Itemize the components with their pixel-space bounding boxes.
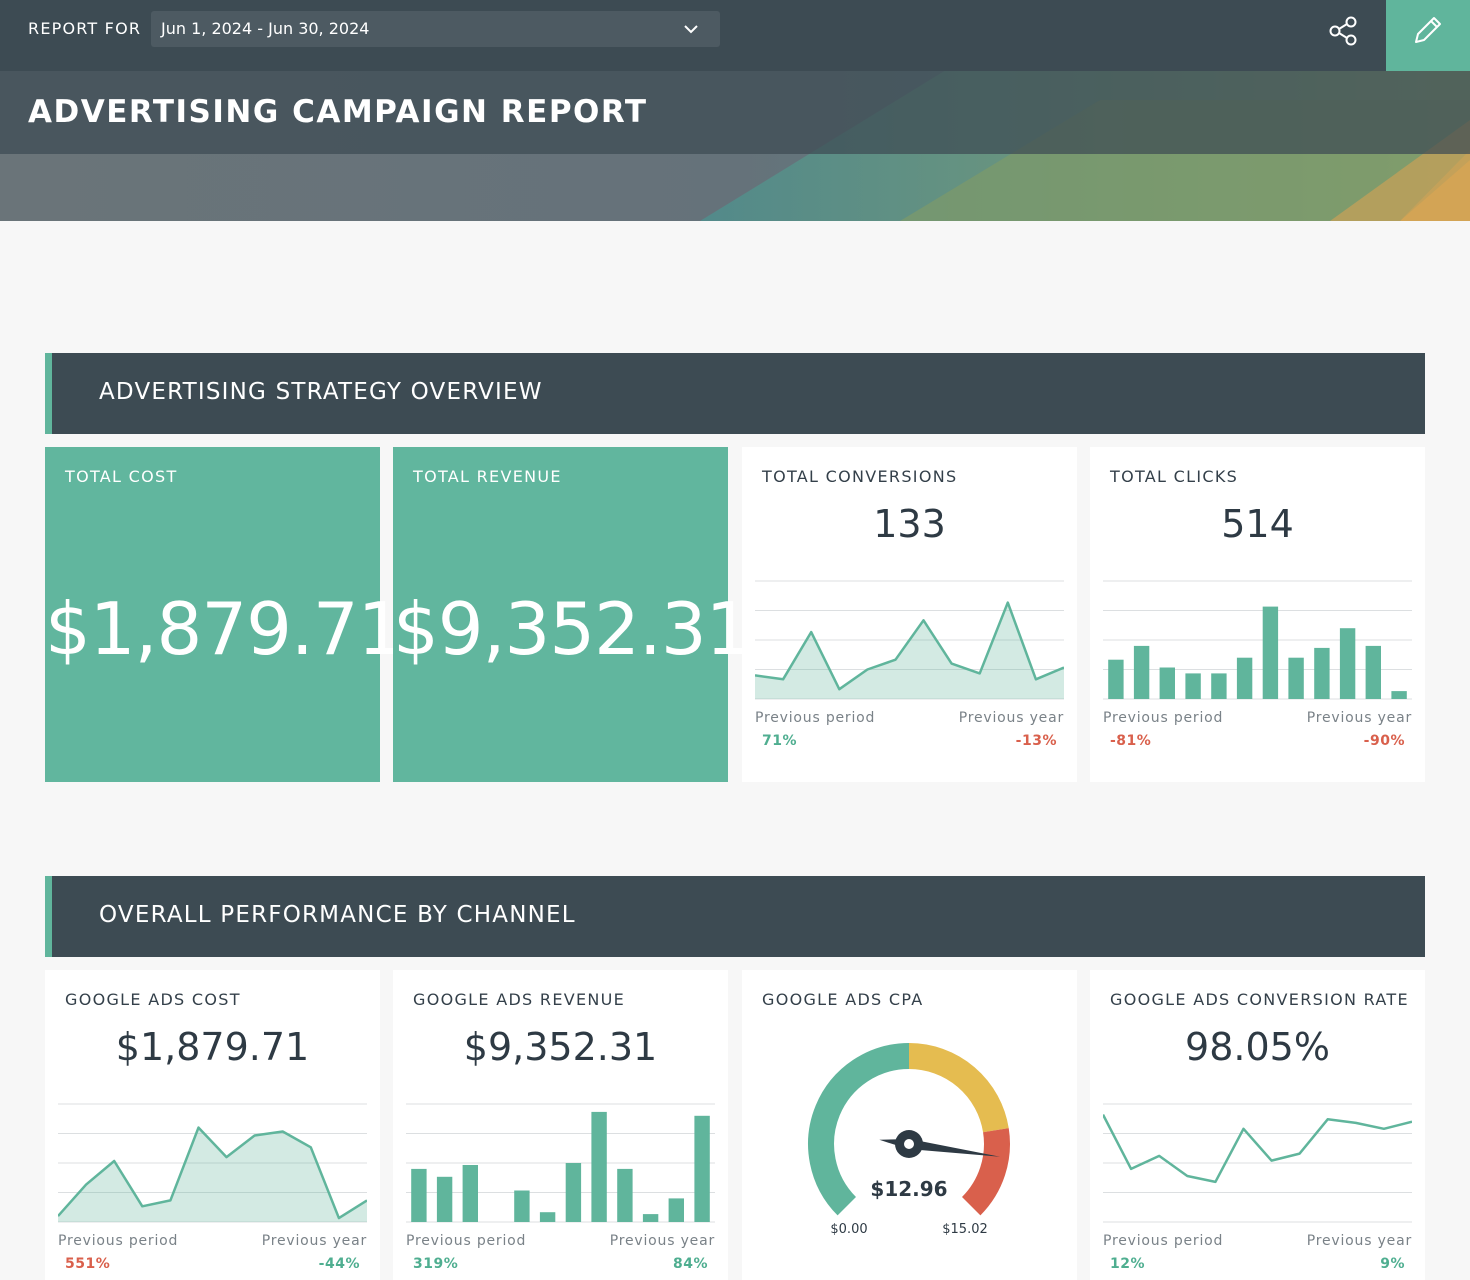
previous-year-change: 9% bbox=[1380, 1256, 1405, 1272]
report-header: REPORT FOR Jun 1, 2024 - Jun 30, 2024 AD… bbox=[0, 0, 1470, 221]
chart-bar bbox=[591, 1111, 607, 1222]
section-header-channel: OVERALL PERFORMANCE BY CHANNEL bbox=[45, 876, 1425, 957]
total-cost-card: TOTAL COST $1,879.71 bbox=[45, 447, 403, 782]
previous-period-label: Previous period bbox=[755, 710, 876, 726]
card-label: GOOGLE ADS COST bbox=[65, 990, 241, 1009]
share-icon bbox=[1329, 16, 1357, 46]
section-title: ADVERTISING STRATEGY OVERVIEW bbox=[99, 379, 543, 405]
chart-bar bbox=[1288, 657, 1304, 699]
card-label: TOTAL REVENUE bbox=[413, 467, 562, 486]
date-range-dropdown[interactable]: Jun 1, 2024 - Jun 30, 2024 bbox=[151, 11, 720, 47]
pencil-icon bbox=[1415, 17, 1441, 43]
ads-cost-sparkline bbox=[58, 1103, 367, 1223]
previous-year-change: -44% bbox=[318, 1256, 360, 1272]
chart-bar bbox=[1133, 645, 1150, 699]
gauge-min-label: $0.00 bbox=[830, 1222, 867, 1237]
previous-year-label: Previous year bbox=[958, 710, 1064, 726]
cpa-gauge: $12.96 $0.00 $15.02 bbox=[808, 1043, 1010, 1237]
report-title: ADVERTISING CAMPAIGN REPORT bbox=[28, 94, 648, 130]
chart-bar bbox=[1159, 667, 1175, 699]
report-for-label: REPORT FOR bbox=[28, 19, 142, 38]
total-cost-value: $1,879.71 bbox=[45, 587, 403, 671]
chart-bar bbox=[436, 1176, 453, 1222]
previous-year-change: -13% bbox=[1015, 733, 1057, 749]
card-label: GOOGLE ADS REVENUE bbox=[413, 990, 626, 1009]
edit-button[interactable] bbox=[1386, 0, 1470, 71]
gauge-band bbox=[908, 1043, 1009, 1133]
chart-bar bbox=[1108, 659, 1124, 699]
chart-bar bbox=[694, 1115, 710, 1222]
gauge-hub-center bbox=[904, 1139, 914, 1149]
previous-period-change: 319% bbox=[413, 1256, 459, 1272]
chevron-down-icon bbox=[684, 25, 698, 34]
clicks-bar-chart bbox=[1103, 580, 1412, 700]
total-clicks-value: 514 bbox=[1221, 502, 1294, 546]
chart-bar bbox=[668, 1198, 684, 1222]
google-ads-revenue-value: $9,352.31 bbox=[463, 1025, 658, 1069]
previous-period-change: 12% bbox=[1110, 1256, 1146, 1272]
gauge-band bbox=[808, 1043, 910, 1216]
google-ads-cost-card: GOOGLE ADS COST $1,879.71 Previous perio… bbox=[45, 970, 380, 1280]
conversions-sparkline bbox=[755, 580, 1064, 700]
chart-bar bbox=[565, 1163, 582, 1222]
card-label: GOOGLE ADS CONVERSION RATE bbox=[1110, 990, 1409, 1009]
total-conversions-value: 133 bbox=[873, 502, 946, 546]
previous-period-label: Previous period bbox=[58, 1233, 179, 1249]
previous-period-label: Previous period bbox=[1103, 1233, 1224, 1249]
chart-bar bbox=[617, 1168, 633, 1222]
previous-year-label: Previous year bbox=[609, 1233, 715, 1249]
card-label: GOOGLE ADS CPA bbox=[762, 990, 924, 1009]
gauge-value: $12.96 bbox=[870, 1177, 947, 1201]
previous-period-label: Previous period bbox=[1103, 710, 1224, 726]
chart-line bbox=[755, 601, 1064, 691]
chart-bar bbox=[1314, 647, 1330, 699]
previous-year-change: -90% bbox=[1363, 733, 1405, 749]
card-label: TOTAL CLICKS bbox=[1110, 467, 1239, 486]
google-ads-conversion-rate-card: GOOGLE ADS CONVERSION RATE 98.05% Previo… bbox=[1090, 970, 1425, 1280]
chart-bar bbox=[411, 1168, 427, 1222]
chart-bar bbox=[1365, 645, 1381, 699]
chart-area bbox=[58, 1127, 367, 1222]
share-button[interactable] bbox=[1322, 12, 1366, 56]
chart-bar bbox=[1236, 657, 1253, 699]
chart-bar bbox=[1391, 691, 1407, 699]
ads-revenue-bar-chart bbox=[406, 1103, 715, 1223]
chart-bar bbox=[539, 1212, 556, 1222]
title-band bbox=[0, 71, 1470, 154]
previous-year-label: Previous year bbox=[1306, 1233, 1412, 1249]
google-ads-cost-value: $1,879.71 bbox=[115, 1025, 310, 1069]
chart-bar bbox=[642, 1214, 659, 1222]
chart-bar bbox=[1185, 673, 1201, 699]
section-header-overview: ADVERTISING STRATEGY OVERVIEW bbox=[45, 353, 1425, 434]
section-title: OVERALL PERFORMANCE BY CHANNEL bbox=[99, 902, 576, 928]
chart-bar bbox=[462, 1165, 478, 1222]
previous-period-change: 71% bbox=[762, 733, 798, 749]
total-clicks-card: TOTAL CLICKS 514 Previous period Previou… bbox=[1090, 447, 1425, 782]
total-revenue-value: $9,352.31 bbox=[393, 587, 751, 671]
gauge-band bbox=[961, 1128, 1010, 1216]
chart-bar bbox=[1211, 673, 1227, 699]
chart-bar bbox=[1339, 628, 1356, 699]
card-label: TOTAL CONVERSIONS bbox=[762, 467, 958, 486]
total-revenue-card: TOTAL REVENUE $9,352.31 bbox=[393, 447, 751, 782]
card-label: TOTAL COST bbox=[65, 467, 178, 486]
google-ads-conversion-rate-value: 98.05% bbox=[1185, 1025, 1330, 1069]
chart-line bbox=[58, 1126, 367, 1220]
chart-line bbox=[1103, 1114, 1412, 1184]
google-ads-revenue-card: GOOGLE ADS REVENUE $9,352.31 Previous pe… bbox=[393, 970, 728, 1280]
previous-year-change: 84% bbox=[672, 1256, 708, 1272]
gauge-max-label: $15.02 bbox=[942, 1222, 988, 1237]
chart-bar bbox=[1262, 606, 1279, 699]
previous-period-change: -81% bbox=[1110, 733, 1152, 749]
ads-conversion-rate-sparkline bbox=[1103, 1103, 1412, 1223]
previous-period-label: Previous period bbox=[406, 1233, 527, 1249]
date-range-value: Jun 1, 2024 - Jun 30, 2024 bbox=[161, 19, 370, 38]
chart-bar bbox=[514, 1190, 530, 1222]
previous-year-label: Previous year bbox=[261, 1233, 367, 1249]
google-ads-cpa-card: GOOGLE ADS CPA $12.96 $0.00 $15.02 bbox=[742, 970, 1077, 1280]
previous-year-label: Previous year bbox=[1306, 710, 1412, 726]
previous-period-change: 551% bbox=[65, 1256, 111, 1272]
total-conversions-card: TOTAL CONVERSIONS 133 Previous period Pr… bbox=[742, 447, 1077, 782]
